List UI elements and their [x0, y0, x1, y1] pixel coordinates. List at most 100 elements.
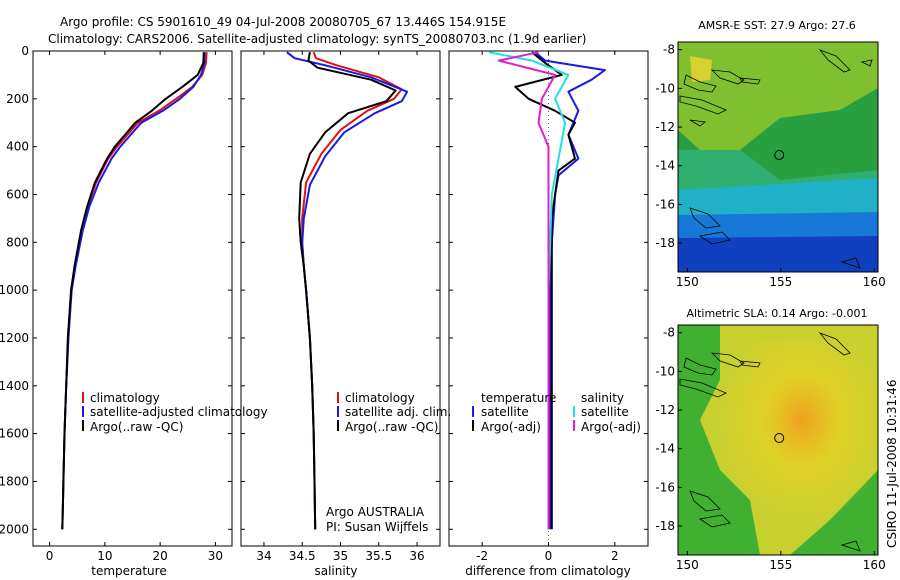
coastline: [698, 231, 731, 245]
legend-heading-temperature: temperature: [481, 391, 556, 405]
sst-island-yellow: [690, 56, 712, 82]
legend-heading-salinity: salinity: [581, 391, 624, 405]
map-y-tick-label: -10: [655, 81, 675, 95]
sla-coastlines: [679, 332, 861, 552]
sla-map: Altimetric SLA: 0.14 Argo: -0.001 150 155…: [655, 307, 885, 572]
legend-label-climatology: climatology: [90, 391, 160, 405]
map-y-tick-label: -18: [655, 236, 675, 250]
profile-series-group: [488, 51, 606, 530]
argo-location-marker: [774, 432, 785, 443]
salinity-panel-frame: [240, 50, 441, 547]
y-tick-label: 1800: [0, 474, 29, 488]
sst-map: AMSR-E SST: 27.9 Argo: 27.6: [655, 19, 885, 289]
y-tick-label: 0: [21, 44, 29, 58]
coastline: [739, 360, 761, 368]
series-line: [534, 51, 606, 530]
x-tick-label: 36: [409, 549, 424, 563]
sst-map-ticks: 150 155 160 -8 -10 -12 -14 -16 -18: [655, 43, 885, 289]
sst-map-title: AMSR-E SST: 27.9 Argo: 27.6: [698, 19, 856, 32]
argo-location-marker: [774, 149, 785, 160]
series-line: [301, 51, 403, 530]
x-tick-label: 34.5: [289, 549, 316, 563]
series-line: [286, 51, 409, 530]
x-tick-label: 2: [611, 549, 619, 563]
legend-label-sal-argo: Argo(-adj): [581, 420, 641, 434]
x-tick-label: 35: [333, 549, 348, 563]
y-tick-label: 400: [6, 140, 29, 154]
map-y-tick-label: -12: [655, 403, 675, 417]
axis-ticks: 0 10 20 30020040060080010001200140016001800…: [0, 44, 648, 563]
legend-label-satellite-adjusted: satellite-adjusted climatology: [90, 405, 268, 419]
x-tick-label: -2: [476, 549, 488, 563]
coastline: [739, 77, 761, 85]
coastline: [683, 74, 717, 93]
map-y-tick-label: -18: [655, 519, 675, 533]
map-x-tick-label: 155: [769, 558, 792, 572]
sla-map-frame: [677, 324, 879, 556]
sst-warm-region: [678, 42, 878, 150]
temperature-panel-frame: [32, 50, 233, 547]
map-y-tick-label: -10: [655, 364, 675, 378]
series-line: [497, 51, 557, 530]
coastline: [689, 119, 706, 127]
coastline: [840, 540, 861, 552]
profile-series-group: [286, 51, 409, 530]
sla-warm-core: [720, 340, 878, 530]
coastline: [840, 257, 861, 269]
map-y-tick-label: -14: [655, 159, 675, 173]
x-axis-label-temperature: temperature: [91, 564, 166, 578]
y-tick-label: 200: [6, 92, 29, 106]
coastline: [710, 352, 745, 368]
map-x-tick-label: 155: [769, 275, 792, 289]
series-line: [488, 51, 570, 530]
coastline: [679, 378, 727, 398]
profile-lines: [61, 51, 606, 546]
series-line: [61, 52, 205, 530]
map-y-tick-label: -8: [663, 43, 675, 57]
coastline: [818, 49, 851, 73]
map-y-tick-label: -16: [655, 197, 675, 211]
x-tick-label: 0: [545, 549, 553, 563]
figure-title-line2: Climatology: CARS2006. Satellite-adjuste…: [48, 32, 586, 46]
legend-label-satellite-adj: satellite adj. clim.: [345, 405, 451, 419]
y-tick-label: 1400: [0, 379, 29, 393]
series-line: [298, 52, 397, 530]
x-tick-label: 10: [97, 549, 112, 563]
map-x-tick-label: 160: [863, 275, 886, 289]
map-y-tick-label: -12: [655, 120, 675, 134]
y-tick-label: 800: [6, 235, 29, 249]
y-tick-label: 1200: [0, 331, 29, 345]
legend-label-sal-satellite: satellite: [581, 405, 629, 419]
salinity-legend: climatology satellite adj. clim. Argo(..…: [337, 391, 451, 434]
x-tick-label: 20: [152, 549, 167, 563]
legend-label-temp-satellite: satellite: [481, 405, 529, 419]
x-tick-label: 0: [46, 549, 54, 563]
coastline: [679, 95, 727, 115]
difference-legend: temperature satellite Argo(-adj) salinit…: [472, 391, 641, 434]
y-tick-label: 1600: [0, 427, 29, 441]
agency-label: Argo AUSTRALIA: [326, 505, 425, 519]
sst-map-frame: [677, 41, 879, 273]
sst-coastlines: [679, 49, 873, 269]
x-tick-label: 30: [208, 549, 223, 563]
pi-label: PI: Susan Wijffels: [326, 520, 428, 534]
x-tick-label: 34: [256, 549, 271, 563]
coastline: [689, 207, 721, 229]
coastline: [860, 59, 873, 67]
coastline: [689, 490, 721, 512]
legend-label-temp-argo: Argo(-adj): [481, 420, 541, 434]
map-y-tick-label: -16: [655, 480, 675, 494]
map-x-tick-label: 150: [676, 558, 699, 572]
coastline: [818, 332, 851, 356]
csiro-credit: CSIRO 11-Jul-2008 10:31:46: [885, 380, 899, 548]
series-line: [514, 51, 576, 530]
legend-label-argo: Argo(..raw -QC): [90, 420, 183, 434]
coastline: [710, 69, 745, 85]
temperature-legend: climatology satellite-adjusted climatolo…: [82, 391, 268, 434]
y-tick-label: 600: [6, 187, 29, 201]
x-axis-label-salinity: salinity: [314, 564, 357, 578]
figure-title-line1: Argo profile: CS 5901610_49 04-Jul-2008 …: [60, 15, 506, 29]
map-x-tick-label: 160: [863, 558, 886, 572]
map-y-tick-label: -8: [663, 326, 675, 340]
